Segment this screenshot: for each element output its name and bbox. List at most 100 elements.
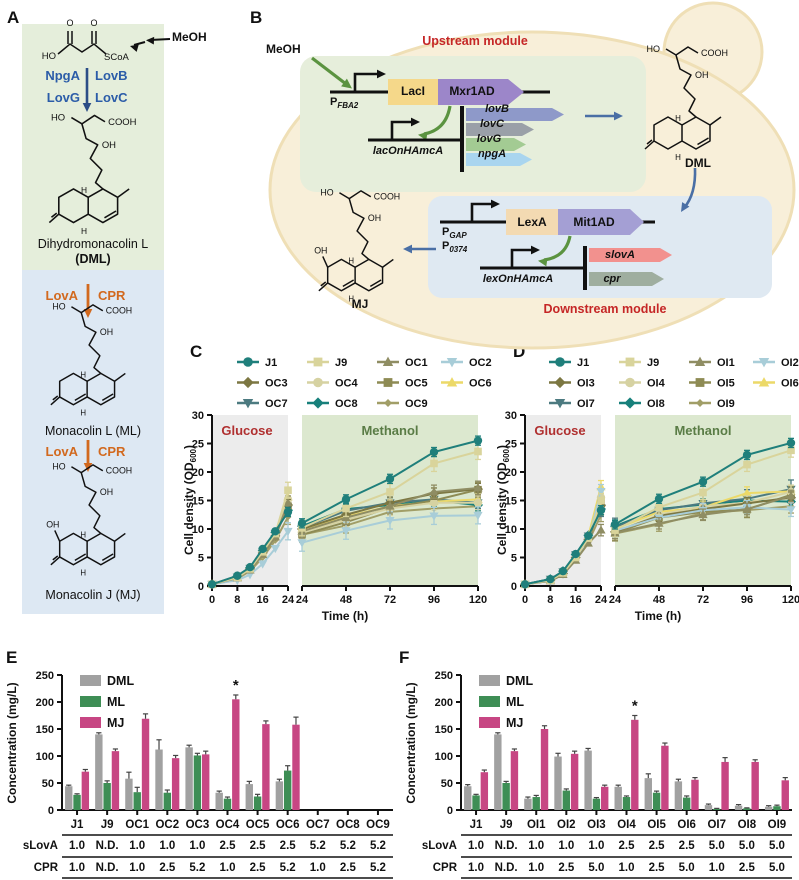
svg-text:1.0: 1.0	[468, 840, 484, 852]
svg-text:OI1: OI1	[717, 357, 735, 369]
svg-text:OI1: OI1	[527, 819, 546, 831]
svg-text:OI7: OI7	[707, 819, 726, 831]
svg-text:OC4: OC4	[335, 378, 359, 390]
svg-text:5.0: 5.0	[709, 840, 725, 852]
svg-text:2.5: 2.5	[649, 862, 666, 874]
mxr1ad-arrow-label: Mxr1AD	[449, 84, 495, 98]
svg-text:ML: ML	[107, 695, 125, 709]
svg-text:120: 120	[469, 594, 487, 606]
svg-text:Concentration (mg/L): Concentration (mg/L)	[404, 682, 418, 803]
svg-text:16: 16	[257, 594, 269, 606]
gene-lovg-label: lovG	[476, 133, 502, 145]
svg-text:Methanol: Methanol	[674, 423, 731, 438]
svg-text:HO: HO	[52, 302, 65, 312]
svg-text:HO: HO	[320, 188, 333, 198]
svg-text:J9: J9	[335, 357, 347, 369]
svg-text:H: H	[348, 256, 354, 265]
panel-f-concentration-chart: 0 50 100 150 200 250 Concentration (mg/L) J1 J9 O…	[404, 670, 792, 879]
svg-text:10: 10	[192, 524, 204, 536]
svg-text:H: H	[675, 153, 681, 162]
svg-text:2.5: 2.5	[649, 840, 666, 852]
svg-text:COOH: COOH	[108, 117, 136, 128]
svg-text:100: 100	[36, 751, 54, 763]
svg-text:Concentration (mg/L): Concentration (mg/L)	[5, 682, 19, 803]
svg-text:Glucose: Glucose	[534, 423, 585, 438]
svg-text:OI6: OI6	[677, 819, 696, 831]
svg-text:J9: J9	[101, 819, 114, 831]
svg-text:OC1: OC1	[405, 357, 428, 369]
lexa-box-label: LexA	[517, 215, 547, 229]
panel-d-growth-chart: 0 5 10 15 20 25 30 0 8 16 24 24 48 72 96 120 Time (h) Cel…	[495, 356, 799, 623]
svg-text:72: 72	[384, 594, 396, 606]
svg-text:2.5: 2.5	[220, 840, 237, 852]
svg-text:Time (h): Time (h)	[635, 609, 681, 623]
panel-b-circuit-diagram: HO COOH OH H H HO COOH OH H H OH	[268, 1, 796, 350]
svg-text:OC2: OC2	[469, 357, 492, 369]
ml-name-label: Monacolin L (ML)	[44, 424, 142, 438]
svg-text:OC7: OC7	[265, 398, 288, 410]
svg-text:2.5: 2.5	[250, 862, 267, 874]
svg-text:1.0: 1.0	[528, 862, 544, 874]
svg-text:0: 0	[522, 594, 528, 606]
svg-text:OI5: OI5	[717, 378, 735, 390]
svg-text:*: *	[233, 677, 239, 694]
svg-text:150: 150	[435, 724, 453, 736]
svg-text:5.0: 5.0	[588, 862, 604, 874]
panel-f-letter: F	[399, 648, 410, 667]
svg-text:HO: HO	[647, 44, 661, 54]
svg-text:OI2: OI2	[781, 357, 799, 369]
svg-text:2.5: 2.5	[340, 862, 357, 874]
svg-text:*: *	[632, 698, 638, 715]
svg-text:OC6: OC6	[469, 378, 492, 390]
svg-text:OH: OH	[46, 520, 59, 530]
svg-text:20: 20	[192, 467, 204, 479]
lova-step2-label: LovA	[45, 444, 79, 459]
svg-text:1.0: 1.0	[129, 862, 145, 874]
svg-text:2.5: 2.5	[558, 862, 575, 874]
svg-text:OC5: OC5	[405, 378, 428, 390]
gene-npga-label: npgA	[477, 148, 507, 160]
svg-text:50: 50	[441, 778, 453, 790]
svg-text:N.D.: N.D.	[96, 840, 119, 852]
svg-text:120: 120	[782, 594, 799, 606]
svg-text:CPR: CPR	[34, 862, 59, 874]
svg-text:DML: DML	[506, 674, 533, 688]
gene-lovb-label: lovB	[485, 103, 509, 115]
enzyme-lovc-label: LovC	[95, 90, 128, 105]
enzyme-npga-label: NpgA	[45, 68, 80, 83]
lexonhamca-promoter-label: lexOnHAmcA	[482, 273, 554, 285]
mit1ad-arrow-label: Mit1AD	[573, 215, 615, 229]
svg-text:OI4: OI4	[617, 819, 636, 831]
svg-text:1.0: 1.0	[588, 840, 604, 852]
svg-text:H: H	[80, 530, 86, 539]
svg-text:2.5: 2.5	[280, 840, 297, 852]
svg-text:200: 200	[435, 697, 453, 709]
svg-text:sLovA: sLovA	[23, 840, 58, 852]
svg-text:DML: DML	[107, 674, 134, 688]
svg-text:OH: OH	[314, 246, 327, 256]
svg-text:72: 72	[697, 594, 709, 606]
panel-c-growth-chart: 0 5 10 15 20 25 30 0 8 16 24 24 48 72 96 120 Time (h) Cel…	[182, 356, 492, 623]
mj-name-label: Monacolin J (MJ)	[45, 588, 141, 602]
svg-text:5.2: 5.2	[340, 840, 356, 852]
svg-text:0: 0	[511, 581, 517, 593]
svg-text:O: O	[66, 18, 73, 28]
svg-text:OI9: OI9	[768, 819, 787, 831]
svg-text:2.5: 2.5	[159, 862, 176, 874]
svg-text:H: H	[80, 569, 86, 578]
svg-text:Time (h): Time (h)	[322, 609, 368, 623]
svg-text:24: 24	[282, 594, 295, 606]
svg-text:MJ: MJ	[506, 716, 523, 730]
svg-text:5.2: 5.2	[370, 862, 386, 874]
svg-text:H: H	[81, 226, 87, 236]
svg-text:2.5: 2.5	[739, 862, 756, 874]
svg-text:O: O	[90, 18, 97, 28]
svg-text:5: 5	[511, 553, 517, 565]
svg-text:1.0: 1.0	[220, 862, 236, 874]
svg-text:200: 200	[36, 697, 54, 709]
svg-text:OH: OH	[100, 487, 113, 497]
cpr-step2-label: CPR	[98, 444, 126, 459]
svg-text:CPR: CPR	[433, 862, 458, 874]
svg-text:20: 20	[505, 467, 517, 479]
